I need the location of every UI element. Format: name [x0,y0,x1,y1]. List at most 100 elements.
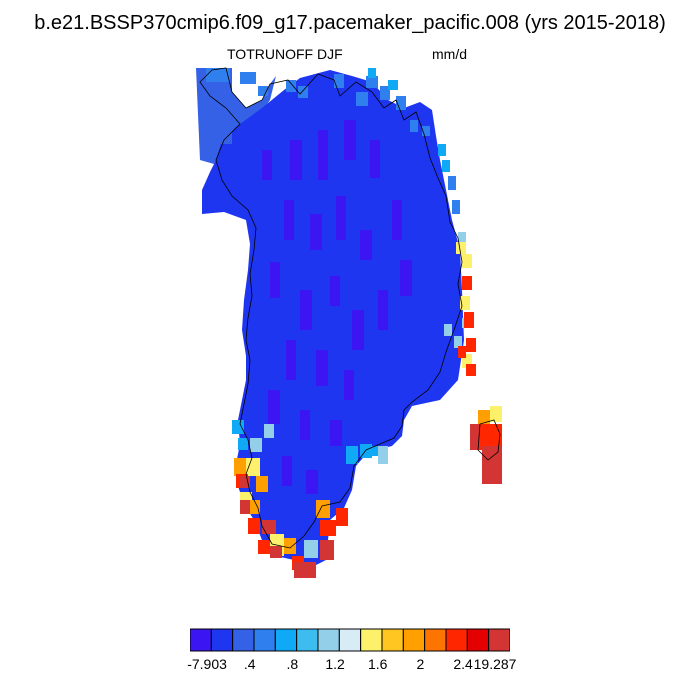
grid-cell-south [284,538,296,554]
grid-cell-island [470,424,482,450]
plot-title: b.e21.BSSP370cmip6.f09_g17.pacemaker_pac… [34,12,666,34]
grid-cell-dark [290,140,302,180]
variable-label: TOTRUNOFF DJF [227,46,343,62]
colorbar-swatch [488,628,510,652]
colorbar-swatch [190,628,212,652]
grid-cell-south [240,500,250,514]
grid-cells-layer [206,68,502,578]
grid-cell-dark [352,310,364,350]
grid-cell-dark [392,200,402,240]
grid-cell-east [410,120,418,132]
grid-cell-south [248,518,260,534]
colorbar-swatch [274,628,298,652]
grid-cell-dark [310,214,322,250]
grid-cell-south [294,562,316,578]
grid-cell-east [462,254,472,268]
grid-cell-east [460,296,470,310]
colorbar-swatch [317,628,340,652]
grid-cell-south [256,476,268,492]
grid-cell-north [240,72,256,84]
grid-cell-dark [306,470,318,494]
grid-cell-dark [268,390,280,424]
land-fill-layer [196,68,464,570]
grid-cell-south [240,476,250,488]
grid-cell-cyan [368,68,376,78]
grid-cell-island [490,406,502,422]
colorbar-tick-label: .4 [243,656,256,672]
greenland-map [196,67,502,578]
grid-cell-south [234,458,246,476]
colorbar-swatch [381,628,404,652]
grid-cell-island [478,410,490,424]
grid-cell-south [336,508,348,526]
grid-cell-dark [286,340,296,380]
grid-cell-dark [370,140,380,178]
grid-cell-south [320,540,334,560]
grid-cell-south [378,446,388,464]
colorbar-swatch [210,628,234,652]
grid-cell-island [482,446,502,484]
grid-cell-south [238,438,248,450]
grid-cell-north [356,92,368,106]
grid-cell-dark [300,410,310,440]
grid-cell-south [370,446,380,456]
grid-cell-dark [262,150,272,180]
coastline [199,67,463,549]
colorbar-swatch [360,628,383,652]
grid-cell-east [458,346,466,358]
grid-cell-dark [330,420,342,446]
grid-cell-cyan [442,160,450,172]
grid-cell-east [454,336,462,348]
grid-cell-north [380,86,390,100]
grid-cell-east [452,200,460,214]
grid-cell-east [462,354,472,368]
grid-cell-south [258,540,270,554]
grid-cell-east [466,364,476,376]
grid-cell-south [232,420,244,434]
colorbar-tick-label: 2.4 [453,656,473,672]
grid-cell-dark [330,276,340,306]
grid-cell-south [246,458,260,476]
colorbar-tick-label: 19.287 [473,656,517,672]
colorbar-swatch [424,628,447,652]
grid-cell-east [458,232,466,244]
grid-cell-north [206,68,230,82]
grid-cell-dark [316,350,328,386]
grid-cell-dark [378,290,388,330]
colorbar-swatch [338,628,362,652]
colorbar-swatch [445,628,468,652]
grid-cell-north [366,76,378,88]
colorbar-swatch [466,628,490,652]
grid-cell-cyan [388,80,398,90]
grid-cell-south [262,520,276,534]
grid-cell-south [316,500,330,518]
grid-cell-island [480,424,502,450]
grid-cell-north [396,96,406,110]
grid-cell-north [258,86,268,96]
grid-cell-east [466,338,476,352]
grid-cell-cyan [438,144,446,156]
units-label: mm/d [432,46,467,62]
grid-cell-dark [344,120,356,160]
grid-cell-south [264,424,274,438]
ice-sheet-interior [202,70,464,570]
grid-cell-dark [270,262,280,298]
colorbar-tick-label: -7.903 [187,656,227,672]
grid-cell-south [304,540,318,558]
grid-cell-dark [318,130,328,180]
colorbar-tick-label: 2 [416,656,425,672]
grid-cell-dark [400,260,412,296]
colorbar-swatch [253,628,276,652]
grid-cell-east [448,176,456,190]
grid-cell-east [456,242,466,254]
grid-cell-south [270,546,282,558]
grid-cell-north [334,74,344,88]
grid-cell-dark [336,196,346,240]
grid-cell-dark [284,200,294,240]
grid-cell-east [464,312,474,328]
grid-cell-south [346,446,358,464]
grid-cell-dark [360,230,372,260]
colorbar-swatch [402,628,426,652]
grid-cell-south [250,500,260,514]
grid-cell-north [216,130,232,144]
